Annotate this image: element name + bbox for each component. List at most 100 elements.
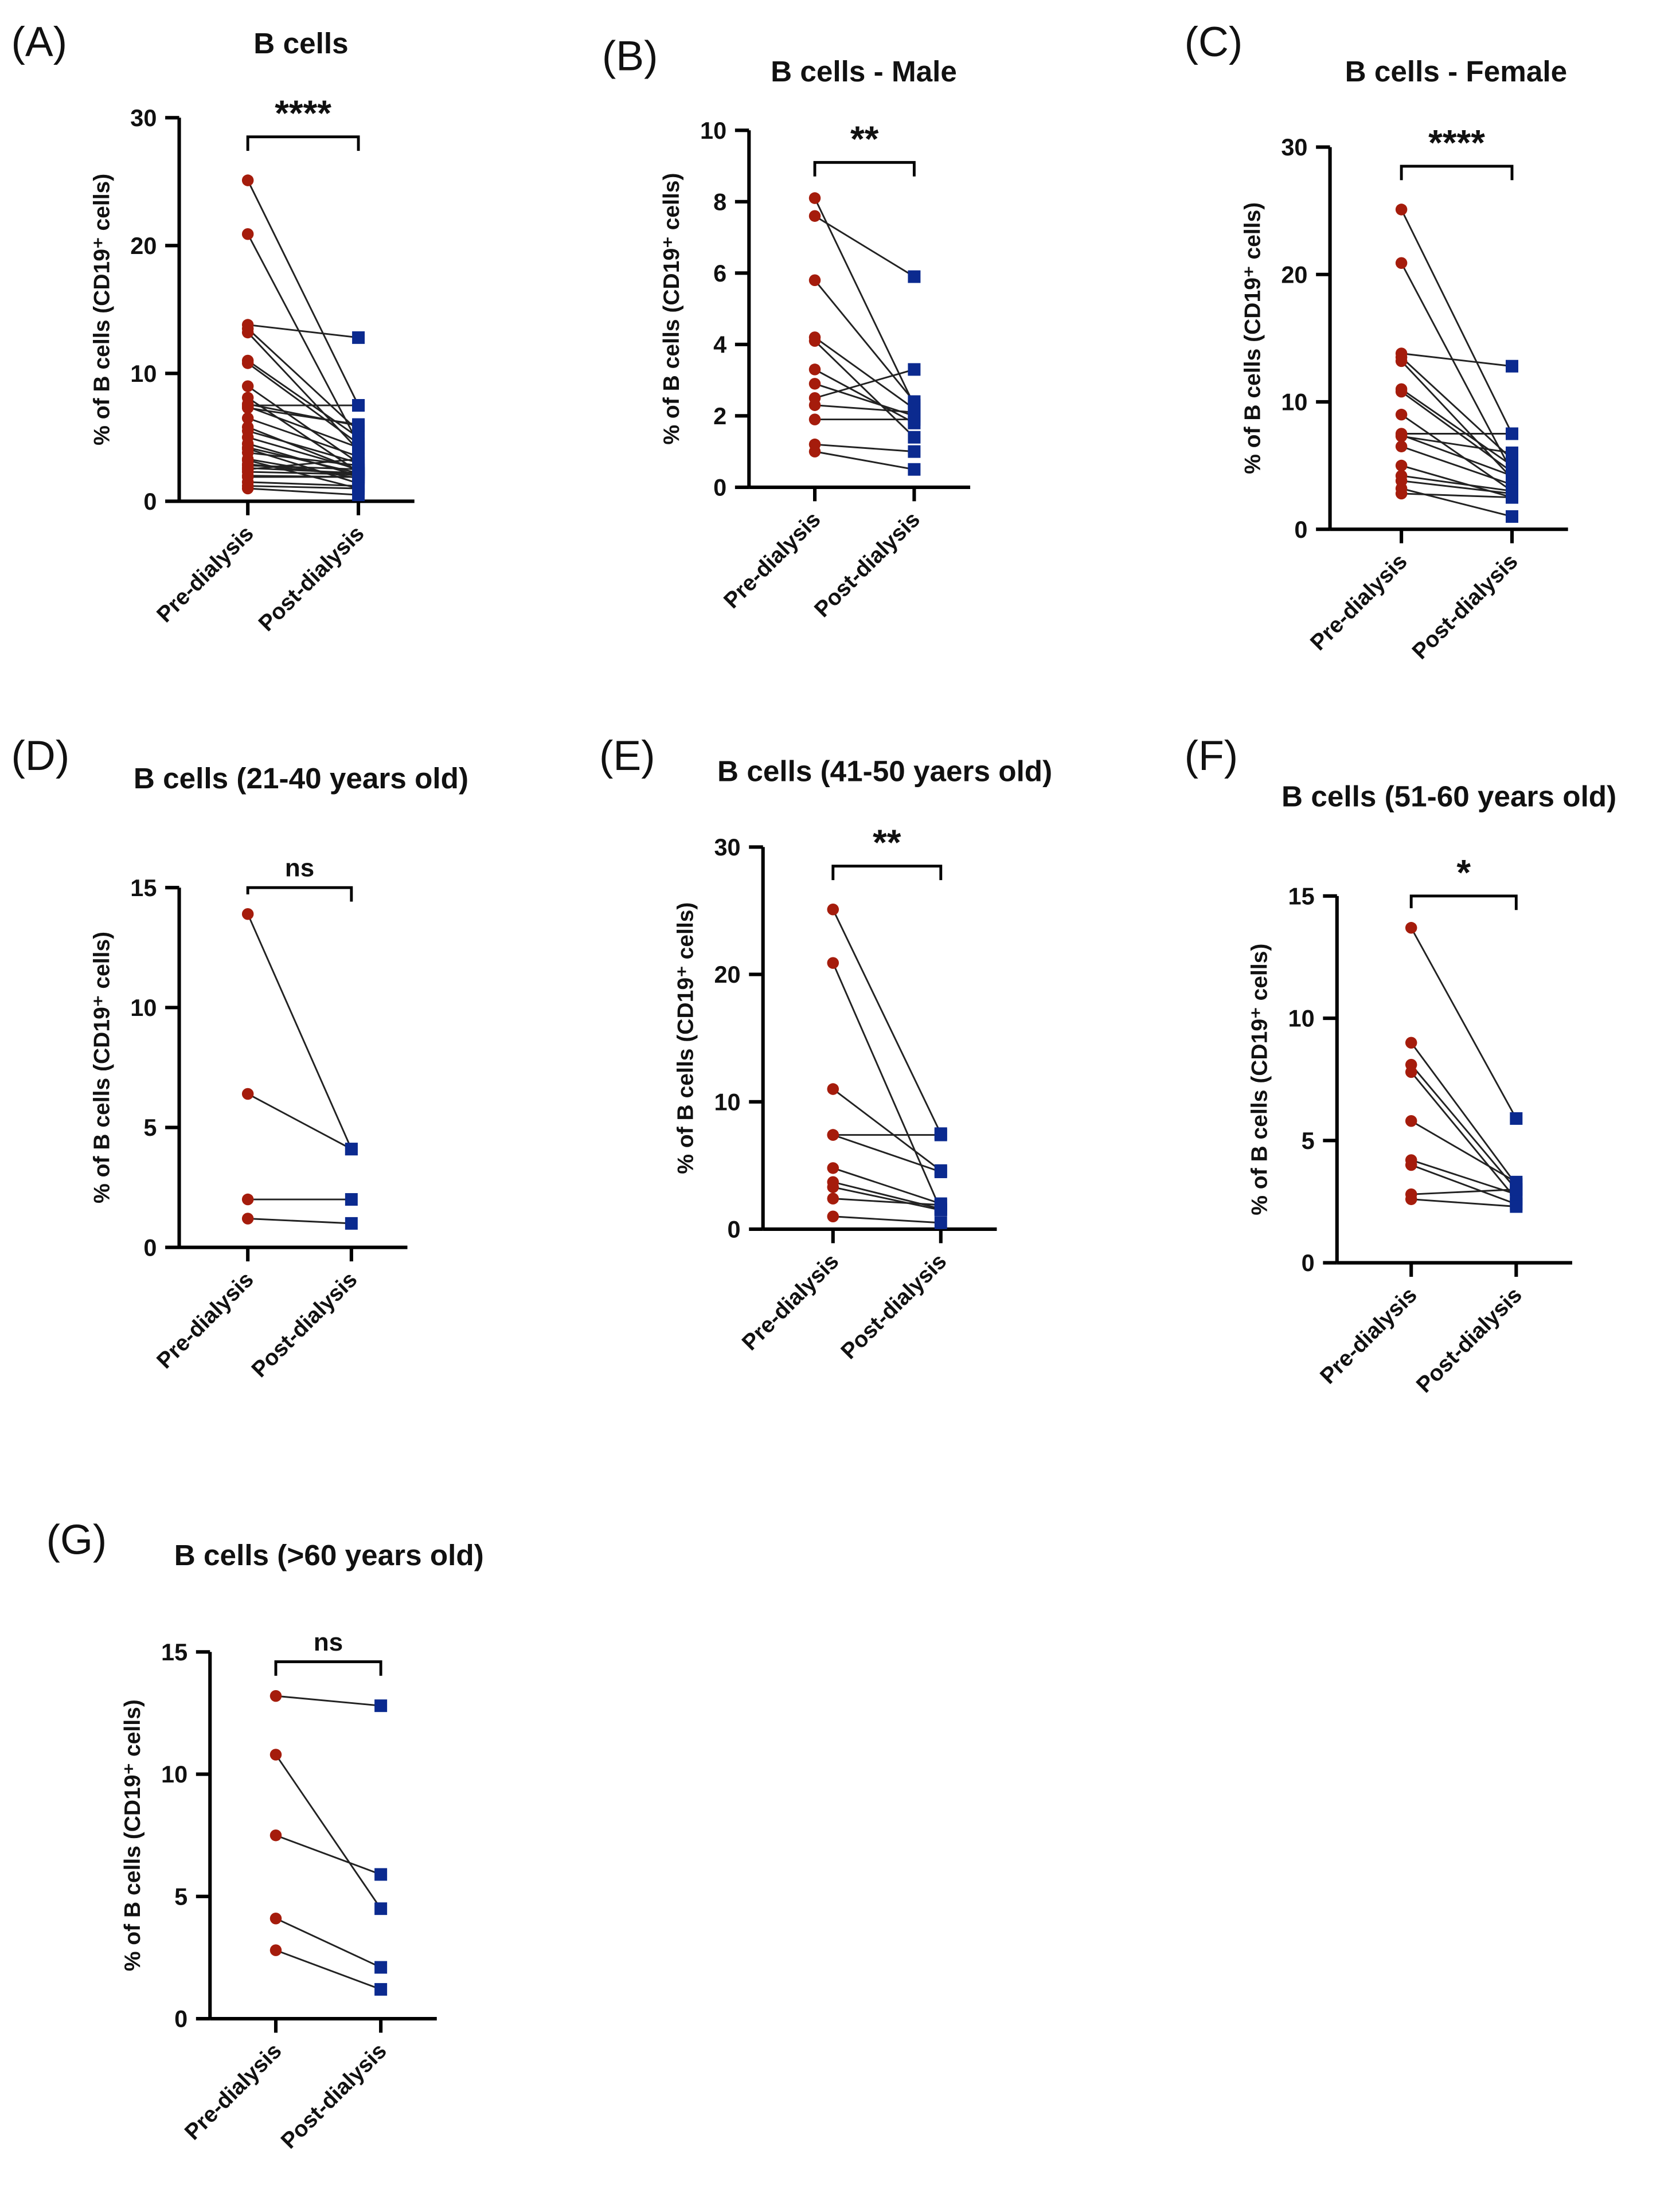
post-point [352, 452, 365, 466]
pair-line [247, 1093, 352, 1150]
y-tick-label: 4 [713, 331, 726, 358]
y-tick-label: 2 [713, 402, 726, 429]
post-point [1506, 359, 1518, 373]
y-tick-label: 5 [143, 1114, 157, 1141]
pre-point [808, 413, 821, 425]
pre-point [808, 445, 821, 458]
post-point [374, 1902, 388, 1915]
significance-bracket [246, 135, 360, 151]
y-axis-label: % of B cells (CD19⁺ cells) [674, 902, 698, 1174]
y-tick-label: 5 [1302, 1127, 1315, 1154]
chart-title: B cells - Female [1345, 55, 1568, 88]
post-point [908, 363, 921, 376]
y-tick-label: 20 [1281, 261, 1307, 288]
x-tick-label: Post-dialysis [276, 2039, 392, 2154]
post-point [1506, 510, 1518, 523]
pair-line [1411, 1042, 1517, 1185]
pair-line [833, 1215, 941, 1224]
y-axis-label: % of B cells (CD19⁺ cells) [89, 174, 114, 445]
pair-line [248, 452, 359, 467]
pre-point [827, 1083, 839, 1095]
significance-bracket [1400, 165, 1514, 181]
pair-line [1401, 434, 1513, 477]
y-tick-label: 20 [130, 232, 157, 259]
pair-line [814, 340, 915, 438]
pair-line [832, 963, 942, 1211]
pair-line [1410, 927, 1517, 1119]
pre-point [1405, 1037, 1417, 1049]
panel-g: (G) B cells (>60 years old) 0 5 10 15 % of B c… [46, 1516, 484, 2153]
pair-line [833, 1198, 941, 1206]
pre-point [241, 402, 254, 414]
pre-point [1405, 1159, 1417, 1171]
pre-point [827, 904, 839, 916]
pair-line [248, 485, 359, 490]
pair-line [247, 417, 359, 458]
pre-point [241, 326, 254, 339]
pair-line [1401, 390, 1513, 473]
pair-line [248, 1218, 351, 1225]
pair-line [247, 913, 353, 1150]
y-tick-label: 0 [143, 488, 157, 515]
pre-point [269, 1749, 282, 1761]
pre-point [808, 210, 821, 222]
pre-point [808, 378, 821, 390]
chart-title: B cells (51-60 years old) [1282, 780, 1616, 813]
pre-point [241, 1193, 254, 1206]
pair-line [814, 451, 915, 471]
pair-line [1401, 435, 1513, 454]
pair-line [814, 197, 915, 406]
significance-label: ** [850, 119, 879, 159]
pre-point [808, 399, 821, 411]
pair-line [275, 1695, 381, 1707]
y-tick-label: 30 [130, 104, 157, 131]
x-tick-label: Pre-dialysis [1306, 549, 1412, 655]
pre-point [241, 1088, 254, 1100]
post-point [345, 1193, 358, 1206]
pre-point [1395, 430, 1408, 443]
pair-line [833, 1167, 941, 1205]
y-axis-label: % of B cells (CD19⁺ cells) [659, 173, 684, 444]
panel-d: (D) B cells (21-40 years old) 0 5 10 15 % of B… [11, 732, 469, 1382]
x-tick-label: Post-dialysis [1408, 549, 1523, 664]
pair-line [247, 459, 359, 490]
x-tick-label: Post-dialysis [254, 521, 369, 636]
post-point [1510, 1200, 1523, 1213]
significance-label: * [1456, 853, 1471, 893]
post-point [345, 1143, 358, 1156]
significance-bracket [1409, 894, 1518, 910]
y-tick-label: 0 [174, 2005, 187, 2032]
pair-line [248, 467, 359, 474]
pre-point [808, 335, 821, 347]
pair-line [1401, 487, 1513, 518]
post-point [908, 445, 921, 458]
pre-point [1395, 440, 1408, 452]
significance-bracket [813, 161, 916, 177]
pair-line [1411, 1064, 1517, 1190]
chart-title: B cells (41-50 yaers old) [717, 755, 1052, 788]
panel-c: (C) B cells - Female 0 10 20 30 % of B cells (… [1185, 18, 1568, 664]
pair-line [1401, 445, 1513, 486]
y-tick-label: 15 [161, 1639, 187, 1666]
y-tick-label: 6 [713, 260, 726, 287]
pair-line [1400, 209, 1513, 435]
post-point [352, 488, 365, 502]
x-tick-label: Post-dialysis [837, 1249, 952, 1365]
significance-label: **** [275, 93, 331, 134]
significance-label: ns [314, 1628, 343, 1656]
pair-line [1411, 1188, 1517, 1195]
significance-label: ** [873, 823, 901, 863]
pair-line [247, 405, 359, 449]
pre-point [241, 908, 254, 920]
pre-point [241, 1213, 254, 1225]
chart-title: B cells (21-40 years old) [134, 762, 468, 795]
y-tick-label: 0 [143, 1234, 157, 1261]
y-tick-label: 10 [1288, 1005, 1315, 1032]
panel-label: (G) [46, 1516, 107, 1563]
pair-line [833, 1186, 941, 1211]
pair-line [1401, 475, 1513, 492]
pair-line [248, 324, 359, 339]
pre-point [1395, 204, 1408, 216]
panel-label: (E) [599, 732, 655, 779]
